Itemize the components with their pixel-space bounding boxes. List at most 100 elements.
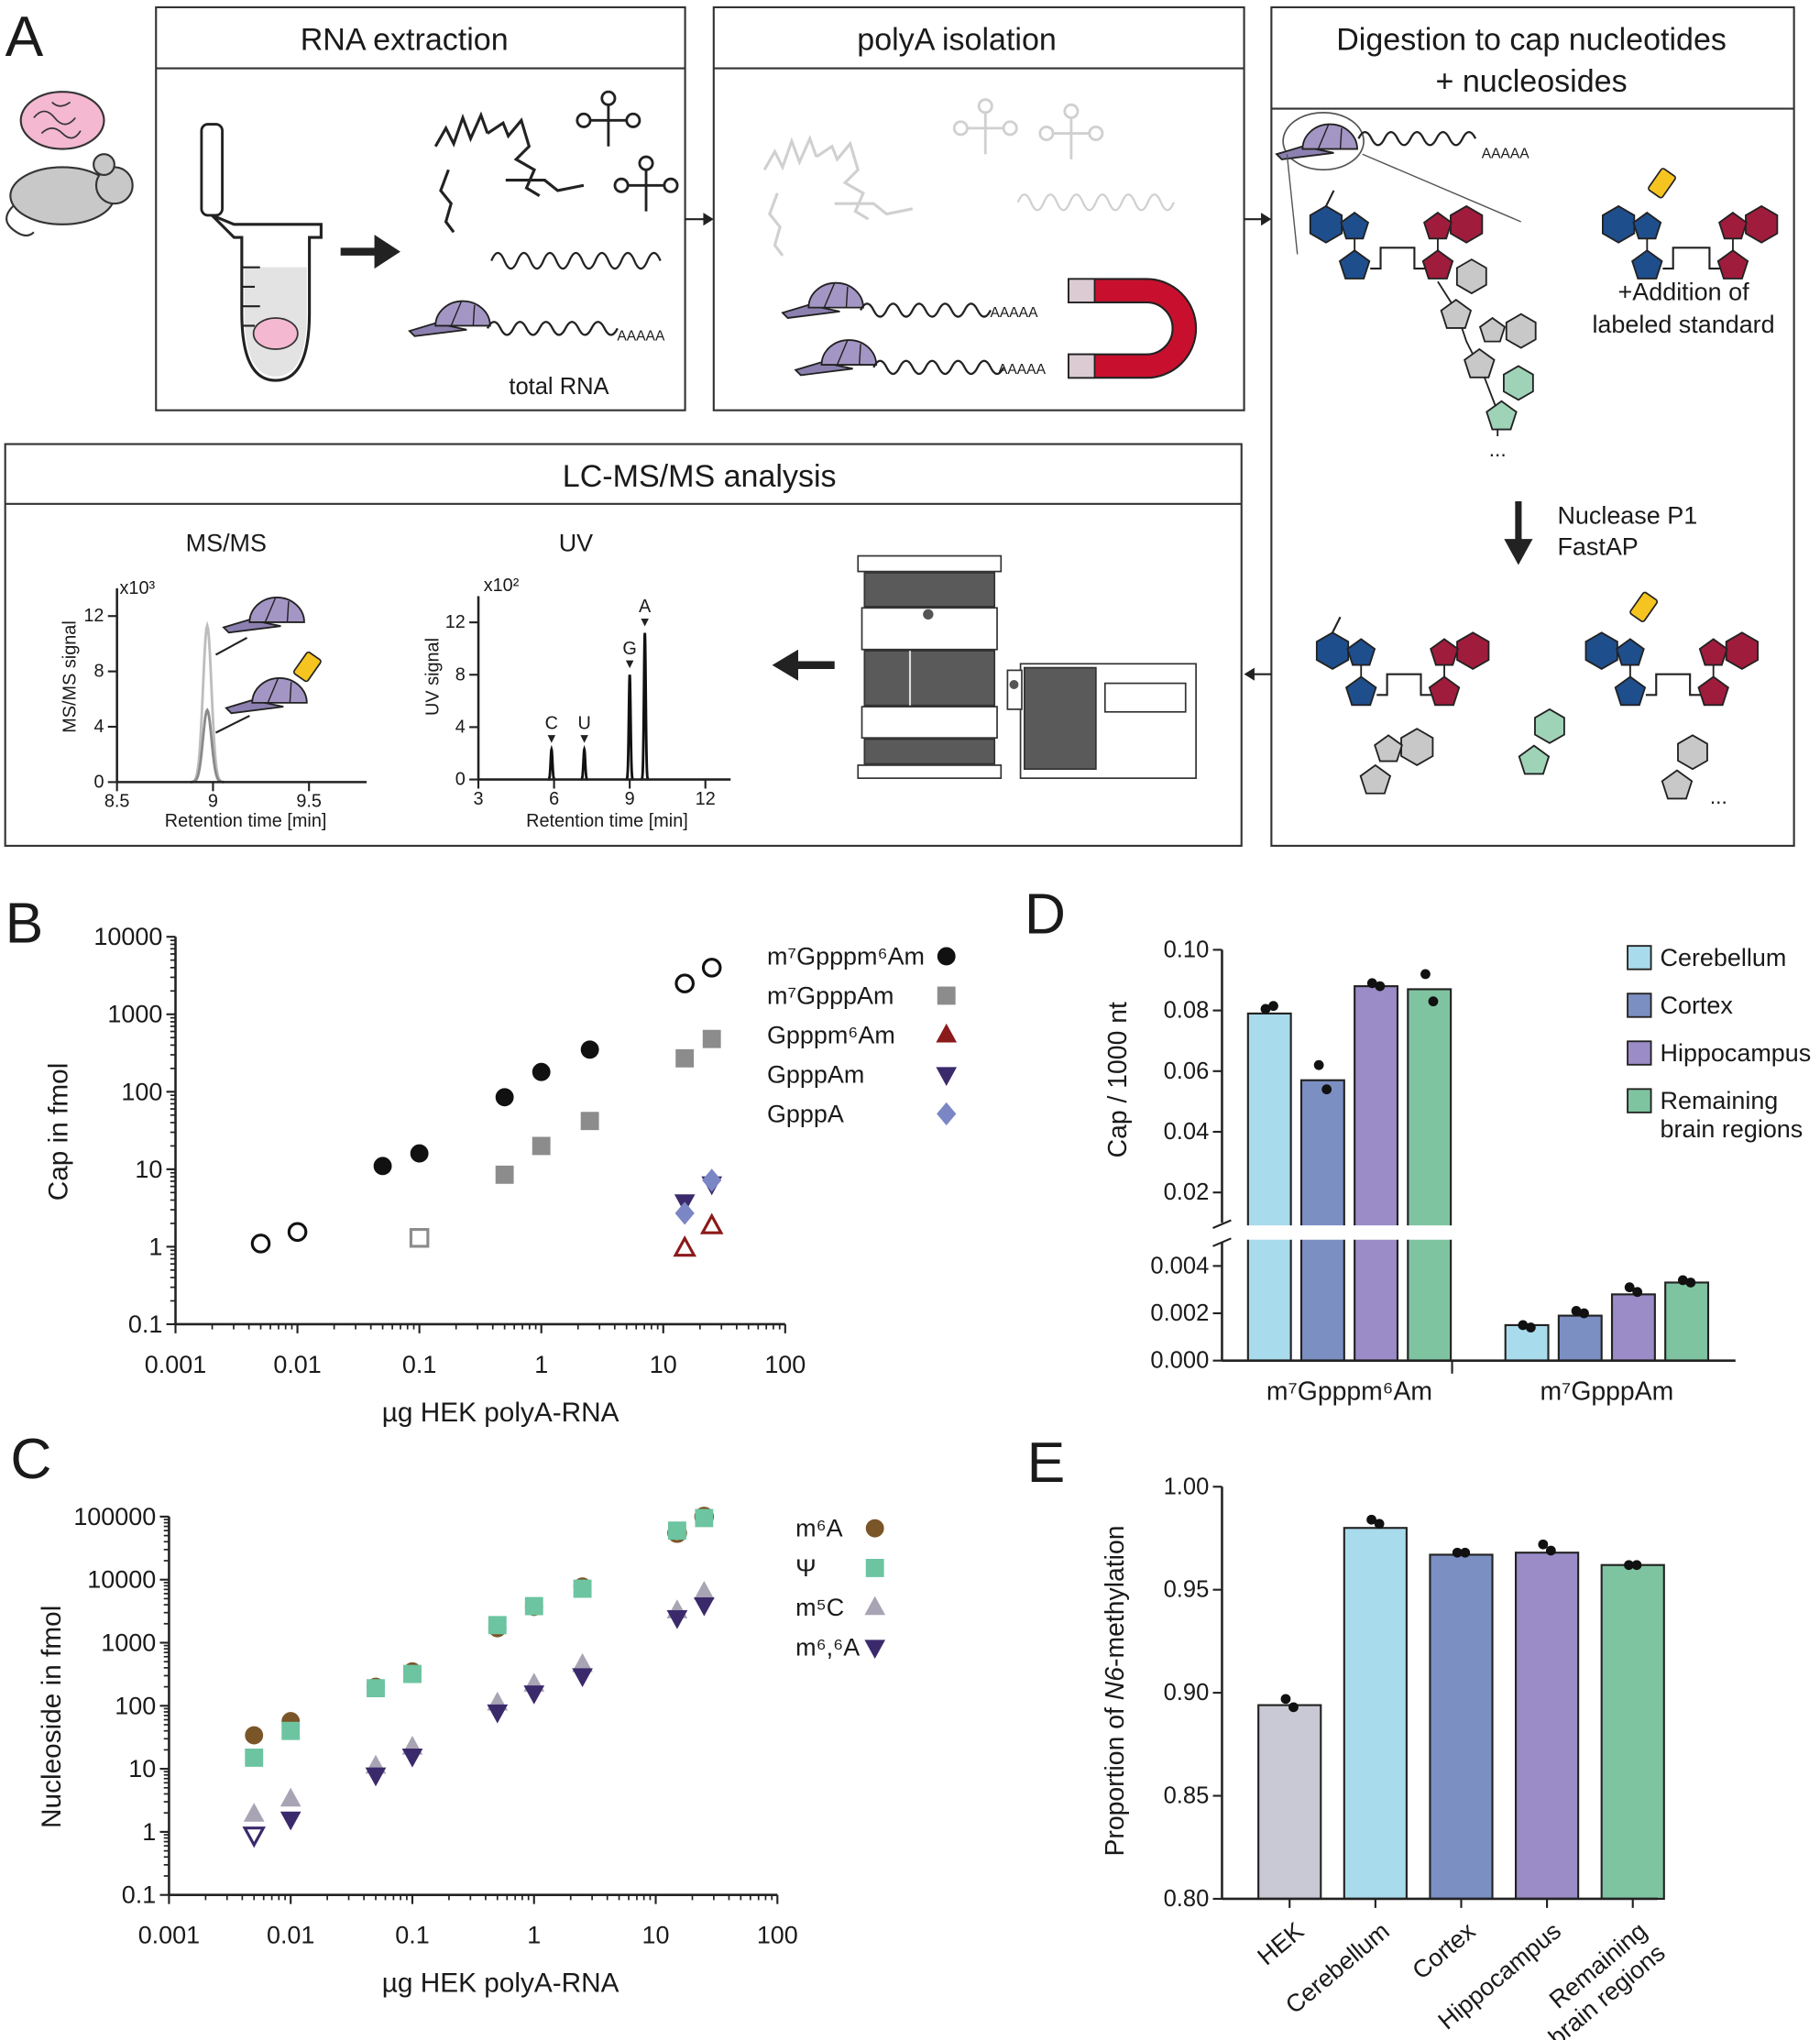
sugar bbox=[1344, 675, 1377, 707]
legend-marker bbox=[937, 1102, 957, 1126]
label: AAAAA bbox=[998, 362, 1047, 378]
rna-strand bbox=[860, 302, 992, 318]
replicate-point bbox=[1624, 1560, 1634, 1571]
bar bbox=[1299, 1079, 1345, 1362]
sugar bbox=[1440, 298, 1473, 329]
data-point bbox=[495, 1088, 514, 1107]
instrument-part bbox=[863, 738, 996, 765]
y-tick-label: 0.80 bbox=[1164, 1886, 1210, 1912]
legend-label: Cerebellum bbox=[1661, 944, 1787, 971]
cap-brim bbox=[1275, 145, 1334, 160]
replicate-point bbox=[1288, 1702, 1299, 1713]
sugar bbox=[1716, 249, 1749, 280]
legend-marker bbox=[864, 1596, 886, 1616]
chart-title: UV bbox=[559, 529, 593, 556]
data-point bbox=[243, 1803, 265, 1822]
y-tick-label: 0 bbox=[455, 770, 466, 790]
replicate-point bbox=[1420, 969, 1431, 980]
rrna bbox=[433, 111, 585, 234]
label: FastAP bbox=[1557, 533, 1638, 561]
peak-label: C bbox=[545, 713, 558, 733]
base-ring bbox=[1346, 638, 1376, 666]
data-point bbox=[573, 1579, 592, 1598]
cap-dome bbox=[251, 677, 308, 704]
instrument-part bbox=[1006, 669, 1023, 710]
replicate-point bbox=[1579, 1308, 1589, 1319]
x-axis-label: µg HEK polyA-RNA bbox=[382, 1969, 619, 1999]
sugar bbox=[1421, 249, 1454, 280]
replicate-point bbox=[1260, 1004, 1271, 1015]
trna bbox=[590, 104, 627, 147]
legend-swatch bbox=[1627, 1040, 1652, 1066]
instrument-part bbox=[857, 554, 1003, 573]
data-point bbox=[580, 1112, 599, 1131]
y-tick-label: 0.85 bbox=[1164, 1783, 1210, 1809]
trna-loop bbox=[663, 177, 679, 193]
y-tick-label: 8 bbox=[455, 664, 466, 685]
peak bbox=[641, 632, 650, 781]
base-ring bbox=[1456, 631, 1490, 671]
y-tick-label: 0.10 bbox=[1164, 937, 1210, 962]
arrow-head bbox=[1504, 539, 1533, 565]
x-tick-label: 100 bbox=[757, 1922, 798, 1949]
label: ... bbox=[1489, 437, 1507, 461]
chart-title: MS/MS bbox=[186, 529, 267, 556]
instrument-part bbox=[861, 706, 998, 740]
data-point bbox=[523, 1685, 545, 1705]
label: labeled standard bbox=[1592, 311, 1774, 338]
y-axis-label: Nucleoside in fmol bbox=[37, 1606, 67, 1828]
y-axis-label: Proportion of N6-methylation bbox=[1101, 1525, 1130, 1856]
triphosphate bbox=[1370, 247, 1425, 270]
tube-brain bbox=[252, 317, 299, 350]
zoom-lines bbox=[1286, 153, 1522, 255]
y-tick-label: 100000 bbox=[73, 1503, 156, 1530]
step-box bbox=[4, 443, 1243, 847]
y-axis-label-part: Proportion of bbox=[1101, 1700, 1130, 1856]
cap-ribs bbox=[836, 339, 861, 366]
base-ring bbox=[1584, 631, 1618, 671]
x-tick-label: 9 bbox=[625, 789, 635, 809]
trna-loop bbox=[1063, 103, 1080, 119]
arrow-head bbox=[772, 649, 799, 681]
legend-swatch bbox=[1627, 1088, 1652, 1113]
trna-loop bbox=[1038, 126, 1055, 142]
data-point bbox=[667, 1521, 686, 1541]
cap-ribs bbox=[823, 282, 849, 308]
legend-label: Ψ bbox=[795, 1554, 817, 1582]
base-ring bbox=[1478, 316, 1507, 343]
cap-dome bbox=[807, 281, 864, 309]
replicate-point bbox=[1624, 1282, 1635, 1293]
replicate-point bbox=[1268, 1001, 1278, 1012]
data-point bbox=[280, 1787, 302, 1807]
y-tick-label: 1 bbox=[148, 1233, 162, 1260]
y-tick-label: 0.90 bbox=[1164, 1680, 1210, 1705]
peak bbox=[190, 707, 225, 784]
x-tick-label: 1 bbox=[534, 1351, 548, 1378]
magnet bbox=[1068, 278, 1198, 379]
base-ring bbox=[1309, 204, 1343, 244]
data-point bbox=[367, 1679, 385, 1698]
cap-dome bbox=[820, 339, 878, 366]
y-tick-label: 10 bbox=[135, 1156, 162, 1183]
base-ring bbox=[1423, 211, 1453, 240]
replicate-point bbox=[1313, 1059, 1324, 1070]
y-tick-label: 0.002 bbox=[1150, 1300, 1209, 1326]
magnet-pole bbox=[1068, 353, 1096, 379]
y-tick-label: 0.95 bbox=[1164, 1577, 1210, 1603]
bar bbox=[1429, 1553, 1494, 1901]
arrow-head bbox=[703, 213, 714, 226]
y-tick-label: 0.1 bbox=[128, 1311, 162, 1338]
y-tick-label: 1000 bbox=[107, 1001, 162, 1028]
data-point bbox=[287, 1222, 308, 1243]
instrument-part bbox=[1023, 666, 1097, 771]
instrument-part bbox=[1103, 682, 1187, 713]
peak bbox=[190, 620, 225, 784]
label: ... bbox=[1710, 784, 1727, 808]
x-tick-label: Cortex bbox=[1407, 1916, 1480, 1984]
data-point bbox=[488, 1616, 507, 1635]
peak bbox=[580, 744, 588, 781]
data-point bbox=[694, 1596, 715, 1617]
instrument-knob bbox=[923, 609, 934, 620]
data-point bbox=[532, 1062, 551, 1081]
